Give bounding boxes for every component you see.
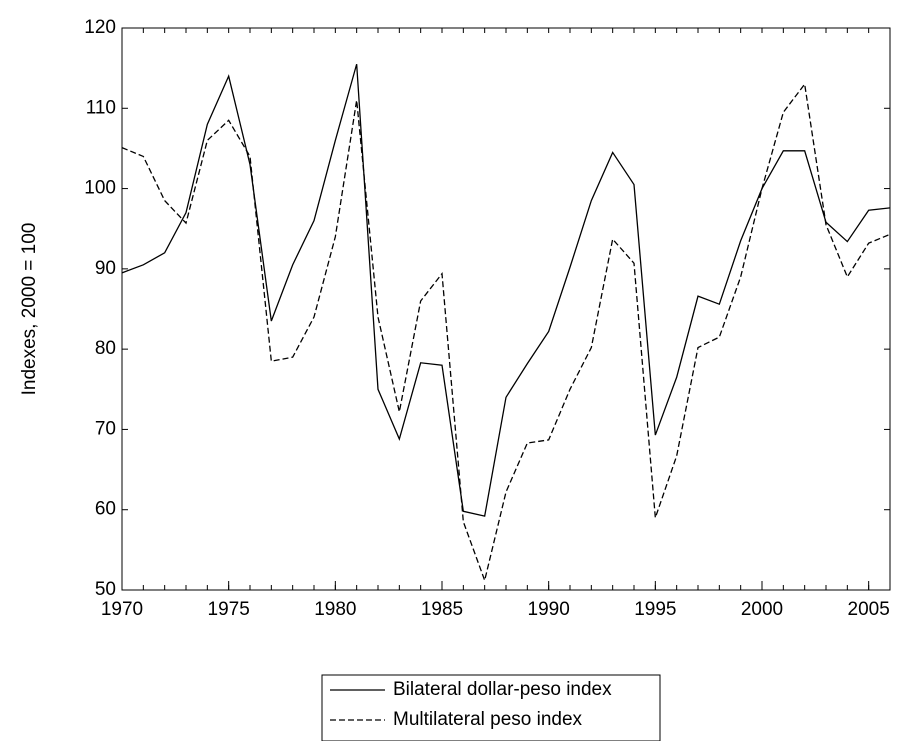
y-tick-label: 100 [84,178,116,199]
legend-label: Multilateral peso index [393,709,583,730]
y-tick-label: 70 [95,418,116,439]
x-tick-label: 1990 [528,599,570,620]
y-tick-label: 60 [95,499,116,520]
legend-label: Bilateral dollar-peso index [393,679,612,700]
y-tick-label: 110 [86,97,116,118]
x-tick-label: 1975 [208,599,250,620]
series-line [121,82,891,583]
y-tick-label: 80 [95,338,116,359]
x-tick-label: 2005 [848,599,890,620]
legend [321,674,661,742]
x-tick-label: 1970 [101,599,143,620]
x-tick-label: 1995 [634,599,676,620]
x-tick-label: 2000 [741,599,783,620]
y-tick-label: 120 [84,17,116,38]
x-tick-label: 1980 [314,599,356,620]
y-tick-label: 90 [95,258,116,279]
y-tick-label: 50 [95,579,116,600]
series-line [121,63,891,517]
x-tick-label: 1985 [421,599,463,620]
y-axis-label: Indexes, 2000 = 100 [19,223,40,396]
